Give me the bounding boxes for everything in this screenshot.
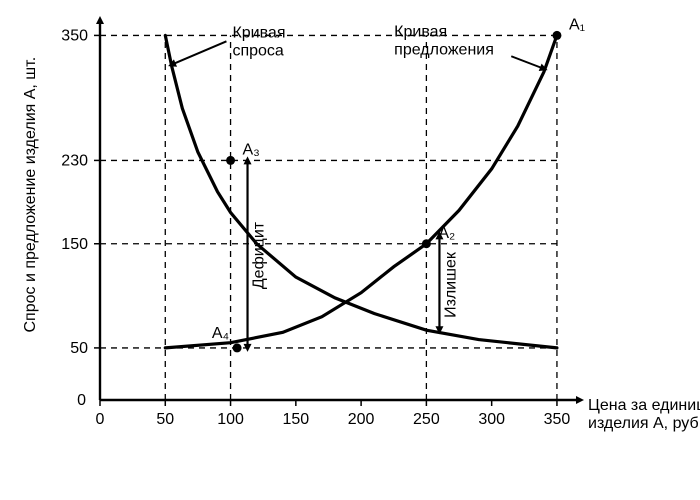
x-tick-label: 200	[348, 411, 375, 428]
point-A2	[422, 239, 431, 248]
deficit-label: Дефицит	[251, 221, 268, 289]
supply-curve	[165, 35, 557, 348]
point-label-A4: A₄	[212, 325, 229, 342]
x-tick-label: 350	[544, 411, 571, 428]
y-tick-label: 230	[61, 152, 88, 169]
supply-curve-label: предложения	[394, 41, 494, 58]
point-A1	[552, 31, 561, 40]
supply-label-arrow	[511, 56, 544, 69]
x-tick-label: 50	[156, 411, 174, 428]
demand-curve-label: Кривая	[232, 24, 285, 41]
x-tick-label: 150	[282, 411, 309, 428]
x-tick-label: 250	[413, 411, 440, 428]
surplus-label: Излишек	[442, 251, 459, 318]
point-label-A1: A₁	[569, 16, 585, 33]
x-tick-label: 300	[478, 411, 505, 428]
point-A4	[233, 343, 242, 352]
supply-demand-chart: 0 50 100 150 200 250 300 350 Цена за единицуизде…	[0, 0, 700, 500]
x-axis-label: изделия А, руб.	[588, 415, 700, 432]
y-tick-label: 0	[77, 392, 86, 409]
y-tick-label: 150	[61, 236, 88, 253]
y-tick-label: 350	[61, 27, 88, 44]
x-tick-label: 100	[217, 411, 244, 428]
point-label-A2: A₂	[438, 225, 455, 242]
x-axis-label: Цена за единицу	[588, 397, 700, 414]
y-axis-label: Спрос и предложение изделия А, шт.	[22, 57, 39, 333]
y-tick-label: 50	[70, 340, 88, 357]
x-tick-label: 0	[96, 411, 105, 428]
supply-curve-label: Кривая	[394, 23, 447, 40]
demand-curve	[165, 35, 557, 348]
point-A3	[226, 156, 235, 165]
demand-label-arrow	[172, 41, 227, 64]
point-label-A3: A₃	[243, 141, 260, 158]
demand-curve-label: спроса	[232, 42, 283, 59]
